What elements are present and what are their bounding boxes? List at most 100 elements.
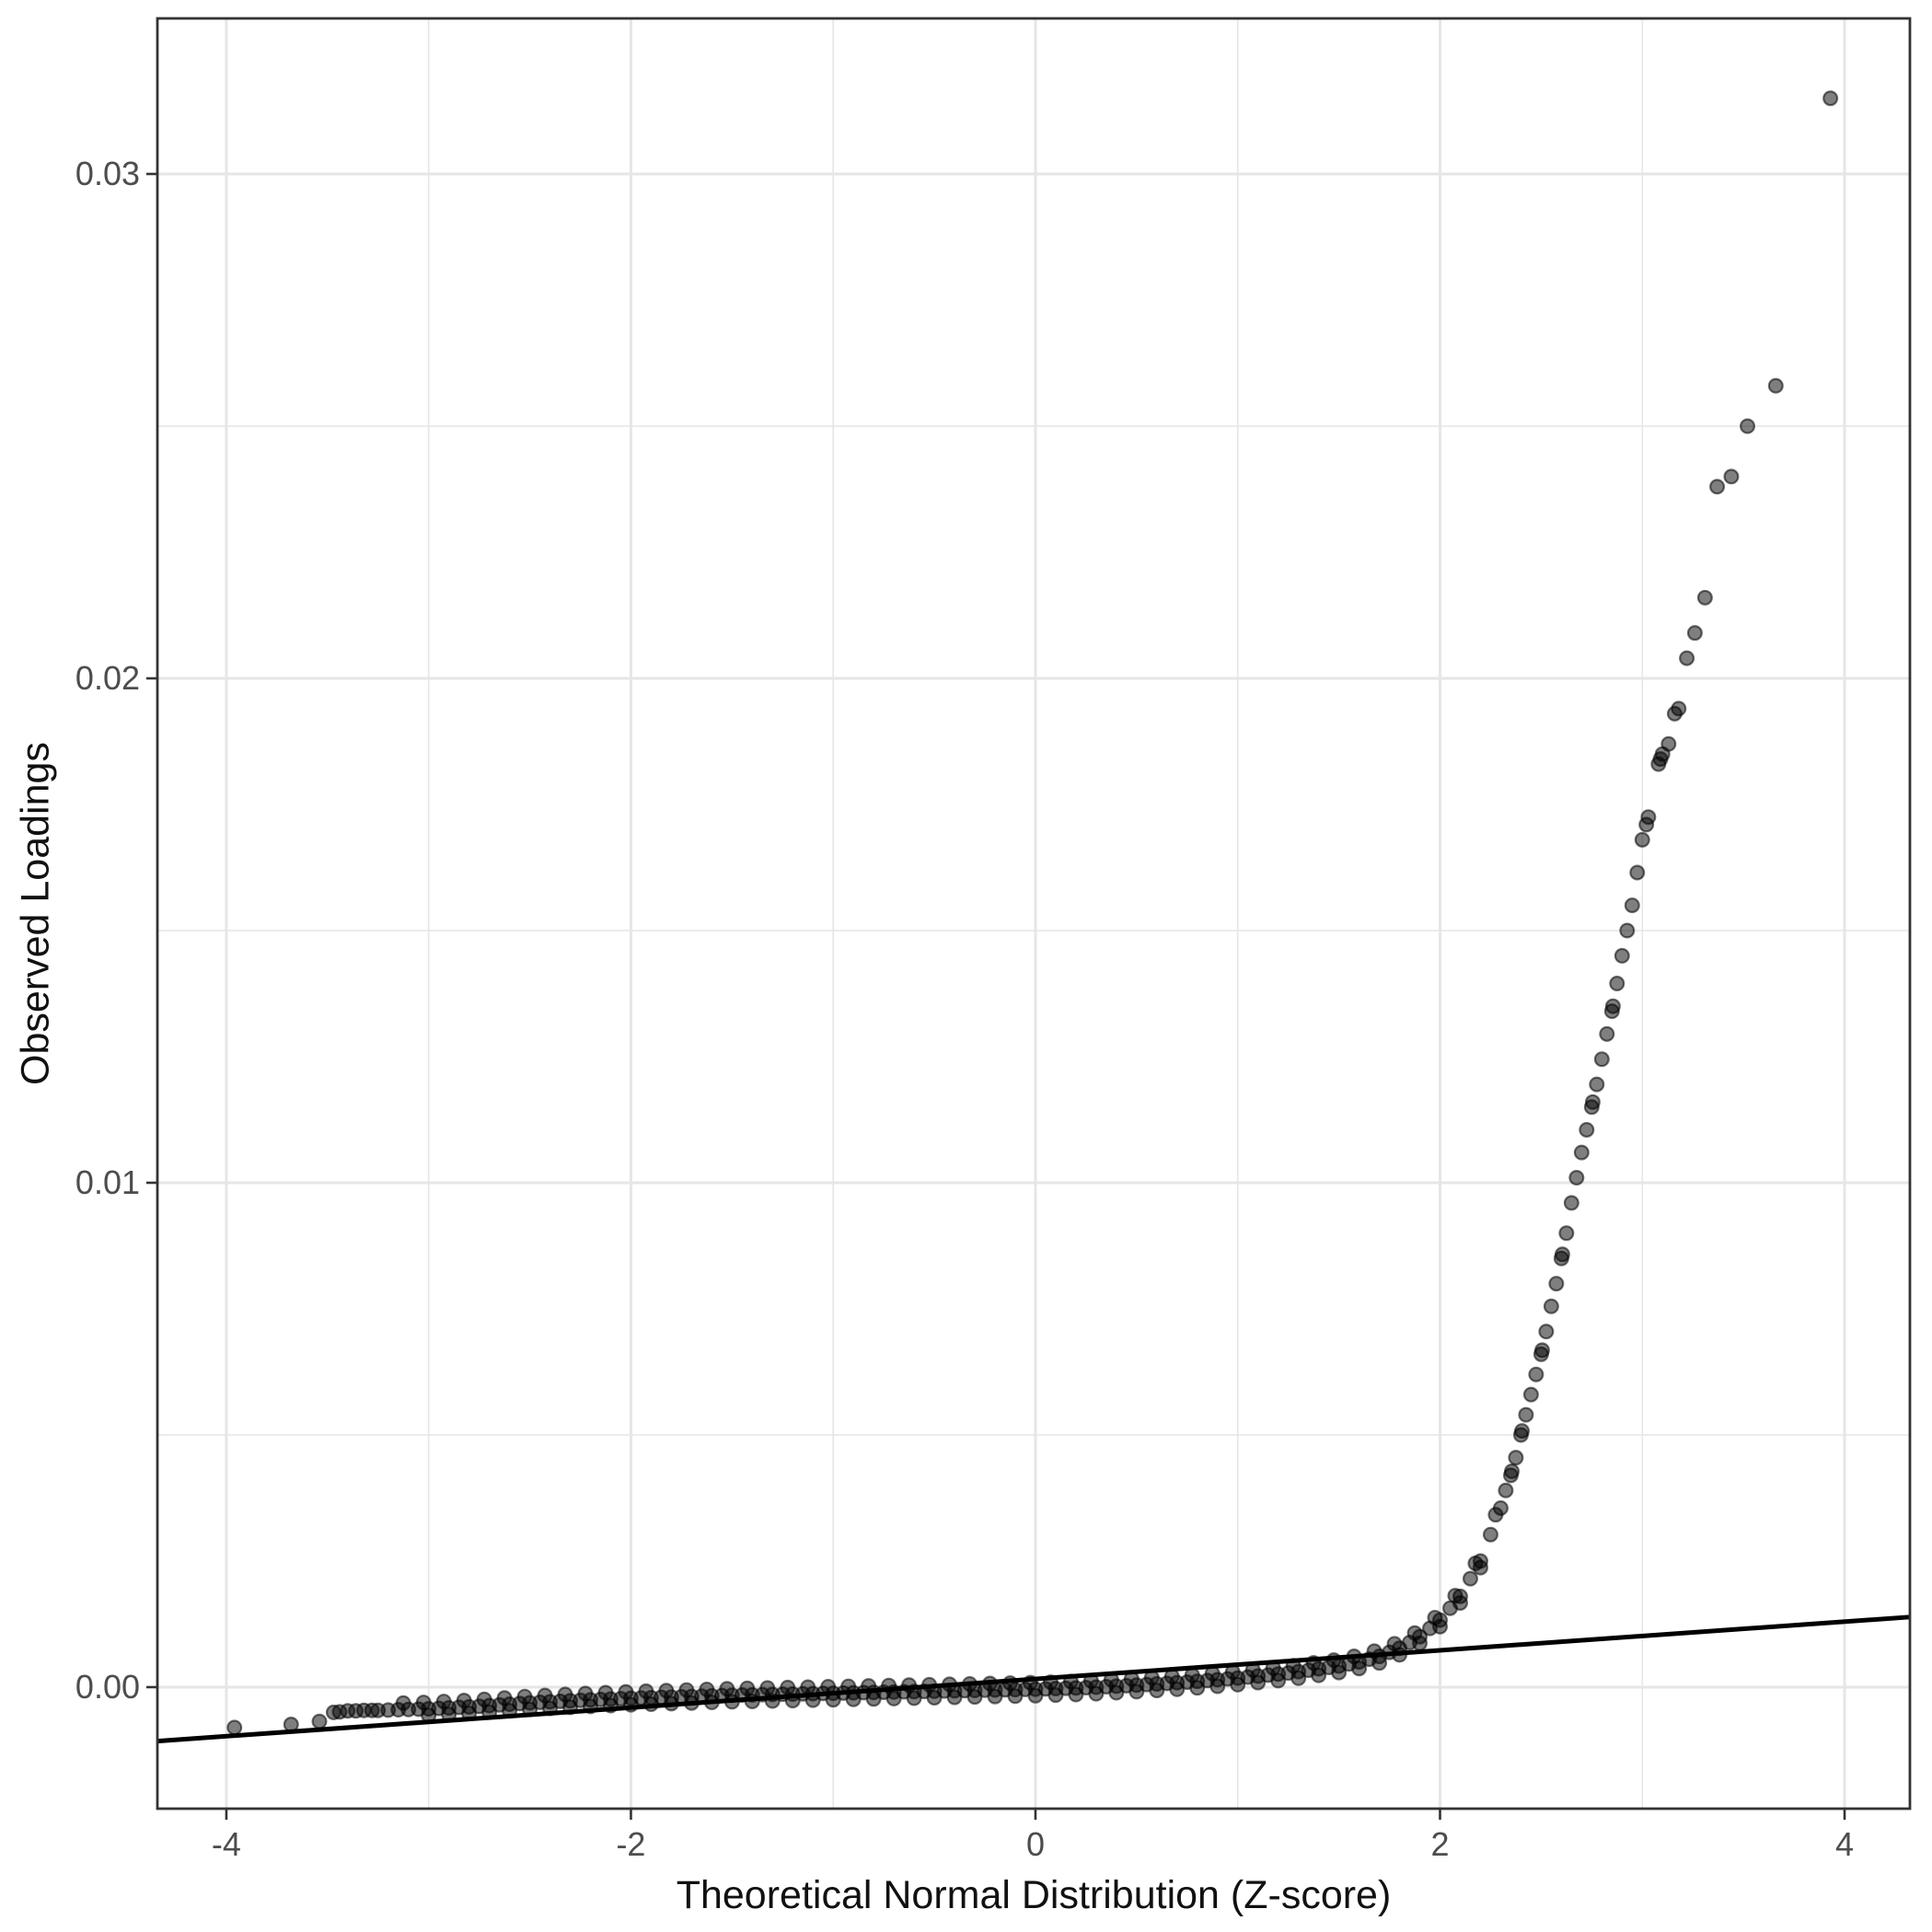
data-point <box>1548 1276 1565 1292</box>
data-point <box>1640 809 1657 826</box>
data-point <box>1593 1051 1610 1068</box>
data-point <box>1538 1324 1555 1340</box>
data-point <box>1149 1683 1165 1699</box>
data-point <box>1082 1672 1099 1689</box>
data-point <box>1472 1559 1488 1576</box>
data-point <box>1062 1673 1079 1690</box>
data-point <box>820 1679 837 1695</box>
data-point <box>1584 1093 1601 1110</box>
data-point <box>1563 1195 1579 1211</box>
data-point <box>739 1680 756 1696</box>
data-point <box>1108 1684 1125 1701</box>
data-point <box>1543 1298 1559 1314</box>
data-point <box>1204 1665 1221 1682</box>
data-point <box>557 1686 573 1703</box>
data-point <box>1533 1342 1550 1359</box>
data-point <box>1522 1386 1539 1403</box>
data-point <box>926 1689 943 1706</box>
data-point <box>1244 1661 1261 1678</box>
data-point <box>226 1719 243 1736</box>
data-point <box>1579 1121 1595 1138</box>
data-point <box>1462 1570 1478 1587</box>
data-point <box>602 1697 619 1714</box>
data-point <box>663 1695 679 1712</box>
data-point <box>1634 831 1650 848</box>
data-point <box>1351 1660 1368 1677</box>
data-point <box>421 1707 437 1724</box>
panel-border-layer <box>156 17 1912 1811</box>
data-point <box>1047 1687 1064 1704</box>
data-point <box>537 1687 553 1704</box>
data-point <box>1709 479 1726 495</box>
data-point <box>1022 1674 1038 1691</box>
data-point <box>987 1688 1003 1705</box>
x-tick-label: -4 <box>212 1825 241 1863</box>
data-point <box>638 1683 654 1699</box>
data-point <box>1392 1647 1408 1663</box>
data-point <box>1822 90 1839 107</box>
data-point <box>1412 1635 1429 1651</box>
data-point <box>481 1704 498 1720</box>
data-point <box>1042 1674 1059 1691</box>
panel-border <box>156 17 1912 1811</box>
data-point <box>496 1690 513 1706</box>
data-point <box>1671 700 1687 717</box>
data-point <box>1629 864 1646 881</box>
y-axis-title: Observed Loadings <box>13 742 58 1085</box>
data-point <box>840 1678 857 1695</box>
data-point <box>1767 377 1784 394</box>
data-point <box>966 1689 983 1706</box>
data-point <box>1250 1674 1267 1691</box>
data-point <box>1498 1482 1514 1498</box>
data-point <box>719 1681 735 1697</box>
y-tick-label: 0.00 <box>75 1668 140 1706</box>
data-point <box>962 1675 978 1692</box>
data-point <box>583 1698 599 1715</box>
data-point <box>744 1693 760 1709</box>
data-point <box>784 1693 801 1709</box>
grid-minor <box>157 18 1910 1809</box>
data-point <box>502 1703 518 1719</box>
data-point <box>901 1677 918 1694</box>
data-point <box>1508 1450 1524 1466</box>
x-axis-title: Theoretical Normal Distribution (Z-score… <box>676 1873 1392 1917</box>
data-point <box>1518 1406 1534 1423</box>
data-point <box>942 1676 958 1693</box>
data-point <box>1723 469 1740 485</box>
data-point <box>1027 1687 1044 1704</box>
data-point <box>1558 1225 1575 1242</box>
data-point <box>1331 1664 1348 1681</box>
data-point <box>522 1701 538 1718</box>
data-point <box>415 1695 432 1711</box>
data-point <box>1573 1144 1590 1161</box>
data-point <box>825 1692 841 1708</box>
data-point <box>1660 735 1677 752</box>
data-point <box>1599 1025 1615 1042</box>
data-point <box>1487 1507 1504 1523</box>
data-point <box>881 1677 897 1694</box>
data-point <box>435 1694 452 1710</box>
data-point <box>723 1694 740 1710</box>
data-point <box>1123 1671 1140 1687</box>
data-point <box>1431 1618 1448 1635</box>
data-point <box>759 1680 776 1696</box>
data-point <box>1128 1683 1145 1700</box>
grid-major <box>157 18 1910 1809</box>
data-point <box>461 1705 478 1721</box>
data-point <box>1528 1366 1544 1382</box>
data-point <box>699 1681 715 1697</box>
data-point <box>1514 1423 1531 1440</box>
data-point <box>1103 1672 1119 1688</box>
data-point <box>1686 625 1703 642</box>
data-point <box>865 1691 882 1707</box>
y-tick-label: 0.03 <box>75 155 140 192</box>
data-point <box>1740 418 1756 434</box>
data-points <box>226 90 1839 1736</box>
data-point <box>1482 1526 1498 1543</box>
axis-tick-labels: -4 -2 0 2 4 0.00 0.01 0.02 0.03 <box>75 155 1854 1863</box>
data-point <box>845 1691 862 1707</box>
data-point <box>1209 1678 1226 1695</box>
data-point <box>1609 976 1625 992</box>
data-point <box>1163 1668 1180 1684</box>
data-point <box>642 1696 659 1713</box>
